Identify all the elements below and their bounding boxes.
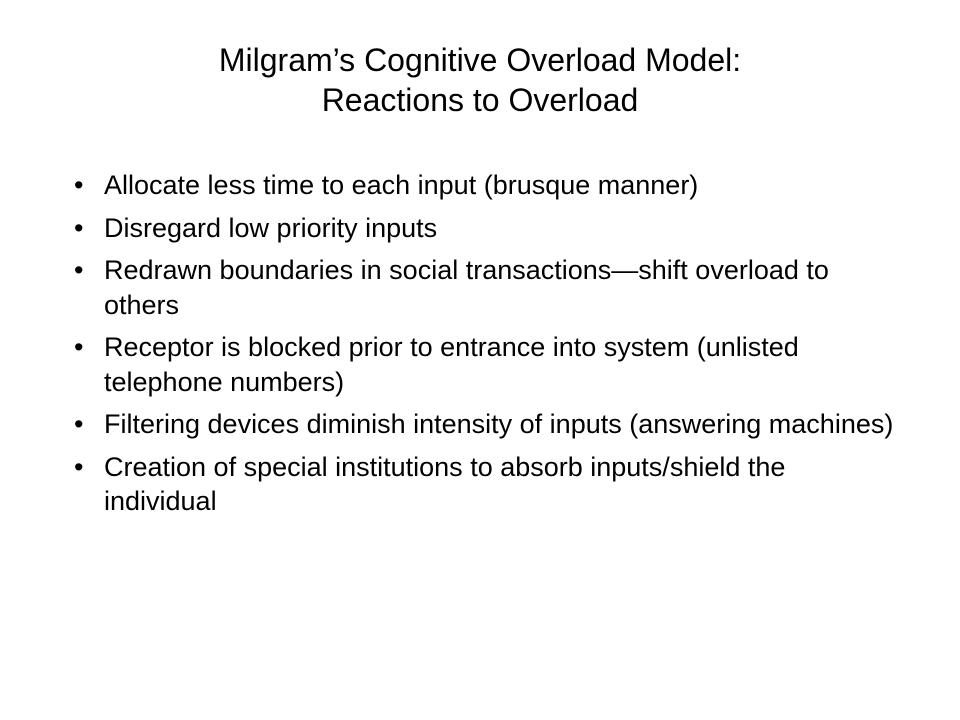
bullet-list: Allocate less time to each input (brusqu… [60, 168, 900, 519]
bullet-item: Disregard low priority inputs [68, 211, 900, 246]
slide-title-line-1: Milgram’s Cognitive Overload Model: [100, 40, 860, 80]
bullet-item: Receptor is blocked prior to entrance in… [68, 330, 900, 399]
bullet-item: Redrawn boundaries in social transaction… [68, 253, 900, 322]
bullet-item: Creation of special institutions to abso… [68, 450, 900, 519]
bullet-item: Filtering devices diminish intensity of … [68, 407, 900, 442]
slide-title-line-2: Reactions to Overload [100, 80, 860, 120]
bullet-item: Allocate less time to each input (brusqu… [68, 168, 900, 203]
slide-title-block: Milgram’s Cognitive Overload Model: Reac… [60, 40, 900, 120]
